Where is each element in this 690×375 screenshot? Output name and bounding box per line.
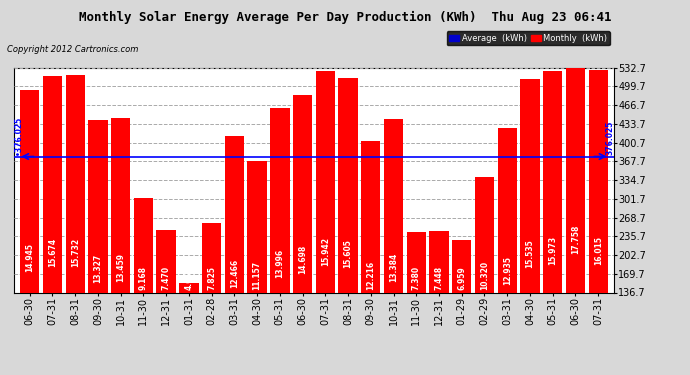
Bar — [566, 37, 585, 370]
Text: 13.459: 13.459 — [116, 253, 125, 282]
Text: 12.216: 12.216 — [366, 261, 375, 290]
Text: 12.466: 12.466 — [230, 259, 239, 288]
Text: 9.168: 9.168 — [139, 266, 148, 290]
Text: 16.015: 16.015 — [593, 236, 602, 265]
Bar — [202, 224, 221, 370]
Text: •376.025: •376.025 — [14, 116, 23, 155]
Bar — [134, 198, 153, 370]
Bar — [111, 118, 130, 370]
Bar — [66, 75, 85, 370]
Text: 13.327: 13.327 — [93, 254, 102, 283]
Text: 15.535: 15.535 — [526, 240, 535, 268]
Text: Monthly Solar Energy Average Per Day Production (KWh)  Thu Aug 23 06:41: Monthly Solar Energy Average Per Day Pro… — [79, 11, 611, 24]
Text: 7.380: 7.380 — [412, 266, 421, 290]
Bar — [589, 70, 608, 370]
Text: 7.448: 7.448 — [435, 266, 444, 290]
Bar — [43, 76, 62, 370]
Bar — [20, 90, 39, 370]
Text: 15.674: 15.674 — [48, 238, 57, 267]
Bar — [88, 120, 108, 370]
Bar — [429, 231, 448, 370]
Text: 11.157: 11.157 — [253, 261, 262, 290]
Text: 14.698: 14.698 — [298, 244, 307, 274]
Text: 376.025: 376.025 — [605, 121, 614, 155]
Text: 7.825: 7.825 — [207, 266, 216, 290]
Bar — [520, 79, 540, 370]
Bar — [157, 230, 176, 370]
Bar — [270, 108, 290, 370]
Text: 13.384: 13.384 — [389, 253, 398, 282]
Bar — [315, 71, 335, 370]
Bar — [248, 161, 267, 370]
Text: 13.996: 13.996 — [275, 249, 284, 278]
Bar — [225, 136, 244, 370]
Bar — [452, 240, 471, 370]
Text: 14.945: 14.945 — [26, 243, 34, 272]
Text: Copyright 2012 Cartronics.com: Copyright 2012 Cartronics.com — [7, 45, 138, 54]
Text: 15.732: 15.732 — [70, 238, 79, 267]
Bar — [293, 94, 313, 370]
Text: 17.758: 17.758 — [571, 224, 580, 254]
Text: 15.973: 15.973 — [549, 236, 558, 266]
Legend: Average  (kWh), Monthly  (kWh): Average (kWh), Monthly (kWh) — [446, 31, 610, 45]
Text: 15.605: 15.605 — [344, 239, 353, 268]
Text: 4.661: 4.661 — [184, 266, 193, 290]
Bar — [406, 232, 426, 370]
Bar — [361, 141, 380, 370]
Bar — [384, 119, 403, 370]
Bar — [497, 128, 517, 370]
Text: 15.942: 15.942 — [321, 237, 330, 266]
Bar — [475, 177, 494, 370]
Text: 7.470: 7.470 — [161, 266, 170, 290]
Bar — [338, 78, 357, 370]
Text: 6.959: 6.959 — [457, 266, 466, 290]
Bar — [543, 70, 562, 370]
Bar — [179, 283, 199, 370]
Text: 12.935: 12.935 — [503, 256, 512, 285]
Text: 10.320: 10.320 — [480, 261, 489, 290]
